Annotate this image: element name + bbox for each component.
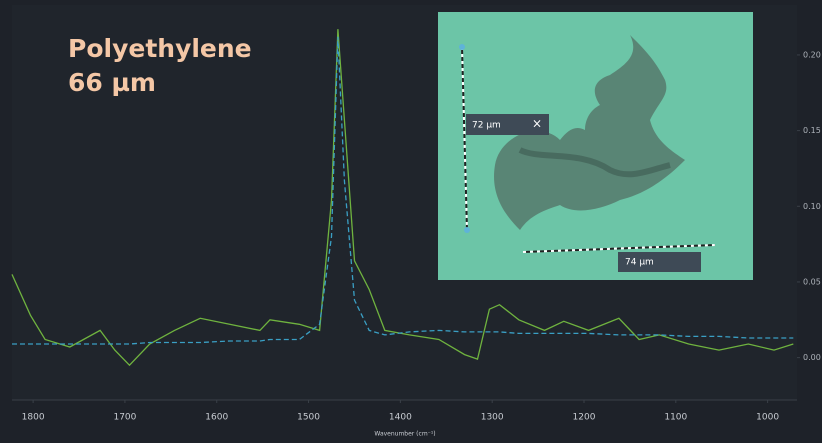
y-tick-label: 0.00: [803, 353, 821, 362]
x-tick-label: 1700: [113, 413, 136, 423]
x-tick-label: 1300: [481, 413, 504, 423]
measure-handle[interactable]: [464, 227, 470, 233]
y-tick-label: 0.15: [803, 126, 821, 135]
annotation: Polyethylene: [68, 34, 252, 63]
x-tick-label: 1600: [205, 413, 228, 423]
x-tick-label: 1800: [22, 413, 45, 423]
close-button[interactable]: ×: [532, 117, 542, 131]
measure-handle[interactable]: [459, 44, 465, 50]
y-tick-label: 0.10: [803, 202, 821, 211]
inset-image: 72 µm × 74 µm: [438, 12, 753, 280]
x-tick-label: 1200: [573, 413, 596, 423]
measure-label: 74 µm: [625, 258, 654, 268]
x-tick-label: 1100: [664, 413, 687, 423]
x-axis-label: Wavenumber (cm⁻¹): [374, 431, 435, 438]
y-tick-label: 0.20: [803, 50, 821, 59]
y-tick-label: 0.05: [803, 277, 821, 286]
measure-label: 72 µm: [472, 121, 501, 131]
x-tick-label: 1000: [756, 413, 779, 423]
chart: 72 µm × 74 µm Polyethylene 66 µm Wavenum…: [0, 0, 822, 443]
x-tick-label: 1400: [389, 413, 412, 423]
x-tick-label: 1500: [297, 413, 320, 423]
annotation: 66 µm: [68, 68, 156, 97]
